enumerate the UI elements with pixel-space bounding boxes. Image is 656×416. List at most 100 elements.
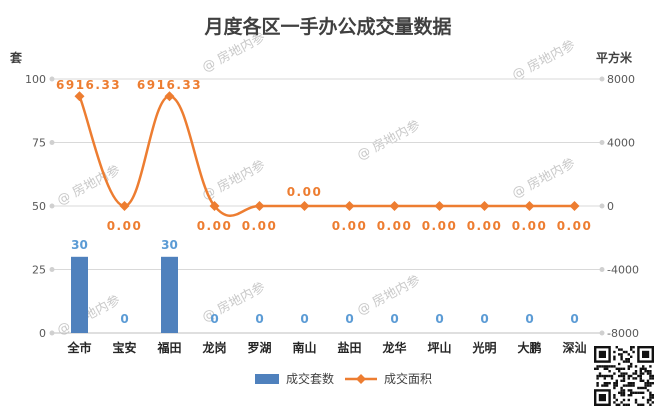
line-point <box>74 91 85 102</box>
qr-module <box>608 370 611 373</box>
qr-module <box>649 374 652 378</box>
qr-module <box>651 401 654 404</box>
line-point <box>434 201 445 211</box>
line-point <box>524 201 535 211</box>
qr-module <box>613 386 616 390</box>
line-point <box>389 201 400 211</box>
qr-module <box>651 394 654 397</box>
qr-module <box>615 379 618 382</box>
x-category-label: 坪山 <box>427 340 451 355</box>
qr-module <box>615 367 618 370</box>
qr-module <box>606 382 609 385</box>
line-data-label: 0.00 <box>197 219 233 233</box>
qr-module <box>606 365 609 368</box>
qr-module <box>627 403 630 406</box>
qr-module <box>627 377 630 380</box>
line-data-label: 0.00 <box>107 219 143 233</box>
data-labels: 30 0 30 0 0 0 0 0 0 0 0 0 6916.33 0.00 6916.33 0.00 0.00… <box>56 78 591 326</box>
qr-module <box>649 394 652 397</box>
line-point <box>254 201 265 211</box>
qr-module <box>625 360 628 363</box>
qr-module <box>639 374 642 378</box>
watermark-text: @ 房地内参 <box>54 292 123 339</box>
qr-module <box>622 367 626 370</box>
x-category-label: 全市 <box>66 340 91 355</box>
qr-module <box>625 358 628 361</box>
qr-module <box>649 370 652 373</box>
qr-module <box>630 355 633 358</box>
qr-module <box>603 382 606 385</box>
qr-module <box>634 398 638 402</box>
qr-module <box>646 384 650 387</box>
bar-data-label: 0 <box>435 312 443 326</box>
watermark-text: @ 房地内参 <box>354 117 423 164</box>
qr-module <box>615 398 618 402</box>
qr-module <box>625 384 628 387</box>
qr-module <box>651 382 654 385</box>
qr-module <box>596 365 599 368</box>
qr-module <box>620 353 623 356</box>
qr-module <box>627 365 630 368</box>
qr-module <box>620 391 623 394</box>
chart-title: 月度各区一手办公成交量数据 <box>203 15 451 38</box>
qr-module <box>642 403 645 406</box>
qr-module <box>649 377 652 380</box>
qr-module <box>620 367 623 370</box>
qr-module <box>625 403 628 406</box>
left-tick-dot <box>49 330 55 336</box>
line-point <box>479 201 490 211</box>
x-category-label: 龙华 <box>382 340 406 355</box>
qr-module <box>649 372 652 375</box>
qr-module <box>630 382 633 385</box>
qr-module <box>596 374 599 378</box>
bar-data-label: 30 <box>161 238 178 252</box>
qr-module <box>601 365 604 368</box>
qr-module <box>630 346 633 349</box>
qr-module <box>627 374 630 378</box>
qr-module <box>596 382 599 385</box>
qr-module <box>634 401 638 404</box>
qr-module <box>630 384 633 387</box>
x-category-label: 盐田 <box>337 340 361 355</box>
qr-module <box>622 360 626 363</box>
qr-module <box>622 377 626 380</box>
qr-finder-core <box>598 394 606 402</box>
qr-module <box>618 362 621 366</box>
qr-module <box>603 374 606 378</box>
x-category-label: 光明 <box>471 340 496 355</box>
line-data-label: 0.00 <box>467 219 503 233</box>
qr-module <box>610 377 614 380</box>
qr-module <box>613 382 616 385</box>
qr-module <box>618 348 621 351</box>
qr-module <box>642 396 645 399</box>
x-category-label: 龙岗 <box>202 340 226 355</box>
qr-module <box>642 391 645 394</box>
left-tick-label: 50 <box>32 200 46 213</box>
qr-module <box>646 370 650 373</box>
qr-module <box>627 382 630 385</box>
qr-module <box>620 374 623 378</box>
qr-module <box>646 398 650 402</box>
qr-module <box>618 391 621 394</box>
qr-module <box>651 374 654 378</box>
left-axis-unit: 套 <box>9 50 23 65</box>
qr-module <box>620 401 623 404</box>
bar-data-label: 0 <box>525 312 533 326</box>
qr-module <box>603 377 606 380</box>
qr-module <box>630 391 633 394</box>
qr-module <box>649 398 652 402</box>
qr-module <box>627 360 630 363</box>
qr-module <box>627 358 630 361</box>
x-category-label: 深汕 <box>562 340 586 355</box>
qr-module <box>627 384 630 387</box>
qr-module <box>608 365 611 368</box>
legend-label-line: 成交面积 <box>384 371 432 386</box>
line-data-label: 0.00 <box>377 219 413 233</box>
qr-module <box>639 367 642 370</box>
qr-module <box>596 384 599 387</box>
qr-module <box>642 379 645 382</box>
x-category-label: 福田 <box>156 340 181 355</box>
qr-module <box>618 353 621 356</box>
qr-module <box>642 365 645 368</box>
qr-module <box>630 362 633 366</box>
